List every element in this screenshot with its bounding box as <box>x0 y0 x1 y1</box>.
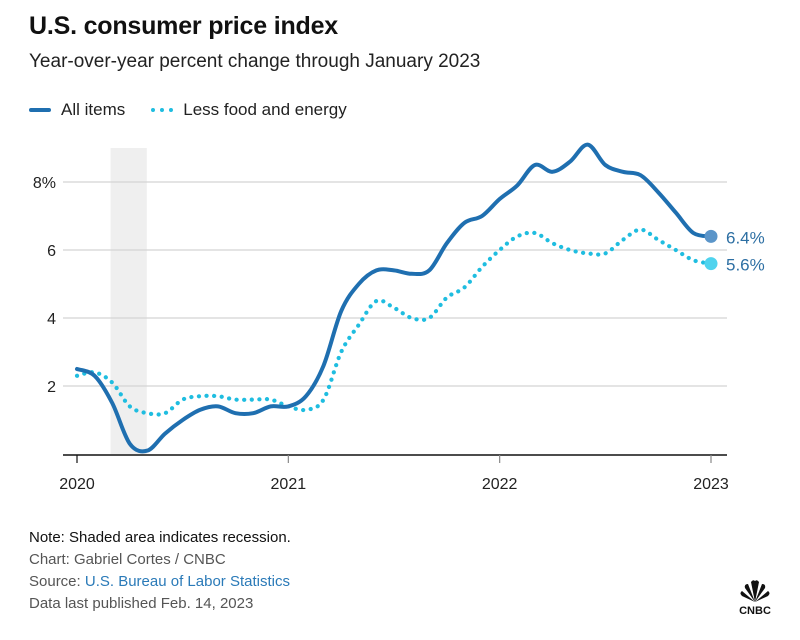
y-tick-label: 6 <box>47 243 56 260</box>
series-line-all-items <box>75 142 713 454</box>
chart-legend: All items Less food and energy <box>29 100 373 120</box>
chart-subtitle: Year-over-year percent change through Ja… <box>29 51 481 72</box>
footer-note: Note: Shaded area indicates recession. <box>29 529 291 546</box>
footer-published: Data last published Feb. 14, 2023 <box>29 595 254 612</box>
peacock-icon <box>740 580 770 602</box>
recession-shade <box>110 148 147 454</box>
x-tick-label: 2020 <box>59 476 95 493</box>
series-line-less-food-and-energy <box>74 227 714 417</box>
y-tick-label: 2 <box>47 379 56 396</box>
y-tick-label: 8% <box>33 175 56 192</box>
cnbc-logo: CNBC <box>739 580 771 617</box>
legend-item-core: Less food and energy <box>151 100 347 120</box>
end-label-all-items: 6.4% <box>726 228 765 247</box>
legend-swatch-solid-icon <box>29 108 51 112</box>
chart-title: U.S. consumer price index <box>29 12 338 40</box>
legend-label: Less food and energy <box>183 100 347 119</box>
end-dot-less-food-and-energy <box>704 257 718 271</box>
legend-label: All items <box>61 100 126 119</box>
source-link[interactable]: U.S. Bureau of Labor Statistics <box>84 573 290 590</box>
legend-item-all-items: All items <box>29 100 125 120</box>
footer-credit: Chart: Gabriel Cortes / CNBC <box>29 551 226 568</box>
source-prefix: Source: <box>29 573 85 590</box>
chart-footer: Note: Shaded area indicates recession. C… <box>29 527 291 615</box>
end-dot-all-items <box>704 229 718 243</box>
legend-swatch-dotted-icon <box>151 108 174 112</box>
footer-source: Source: U.S. Bureau of Labor Statistics <box>29 571 291 593</box>
y-tick-label: 4 <box>47 311 56 328</box>
x-tick-label: 2023 <box>693 476 729 493</box>
x-tick-label: 2021 <box>271 476 307 493</box>
logo-text: CNBC <box>739 605 771 617</box>
end-label-less-food-and-energy: 5.6% <box>726 256 765 275</box>
x-tick-label: 2022 <box>482 476 518 493</box>
